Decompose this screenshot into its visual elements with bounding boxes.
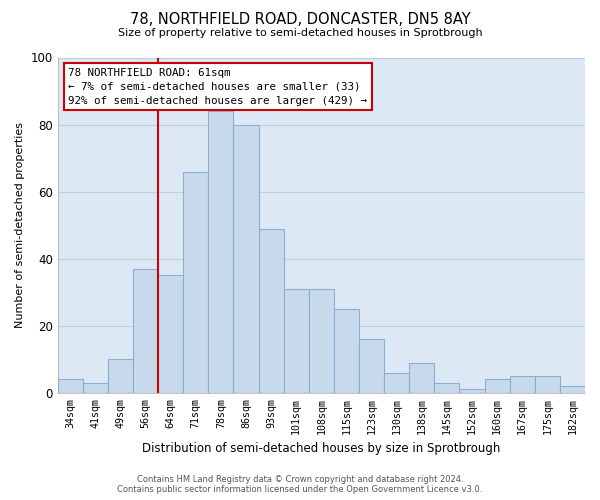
Bar <box>133 268 158 393</box>
Bar <box>259 228 284 393</box>
Bar <box>409 362 434 393</box>
Text: Size of property relative to semi-detached houses in Sprotbrough: Size of property relative to semi-detach… <box>118 28 482 38</box>
Bar <box>158 276 183 393</box>
Bar <box>460 390 485 393</box>
Text: Contains HM Land Registry data © Crown copyright and database right 2024.
Contai: Contains HM Land Registry data © Crown c… <box>118 474 482 494</box>
Bar <box>83 382 108 393</box>
X-axis label: Distribution of semi-detached houses by size in Sprotbrough: Distribution of semi-detached houses by … <box>142 442 500 455</box>
Bar <box>509 376 535 393</box>
Y-axis label: Number of semi-detached properties: Number of semi-detached properties <box>15 122 25 328</box>
Bar <box>208 111 233 393</box>
Bar <box>284 289 309 393</box>
Bar <box>233 124 259 393</box>
Text: 78 NORTHFIELD ROAD: 61sqm
← 7% of semi-detached houses are smaller (33)
92% of s: 78 NORTHFIELD ROAD: 61sqm ← 7% of semi-d… <box>68 68 367 106</box>
Bar <box>183 172 208 393</box>
Bar <box>108 360 133 393</box>
Bar <box>309 289 334 393</box>
Bar <box>334 309 359 393</box>
Bar <box>434 382 460 393</box>
Bar <box>485 380 509 393</box>
Bar <box>535 376 560 393</box>
Bar <box>384 372 409 393</box>
Bar <box>58 380 83 393</box>
Bar <box>359 339 384 393</box>
Bar <box>560 386 585 393</box>
Text: 78, NORTHFIELD ROAD, DONCASTER, DN5 8AY: 78, NORTHFIELD ROAD, DONCASTER, DN5 8AY <box>130 12 470 28</box>
